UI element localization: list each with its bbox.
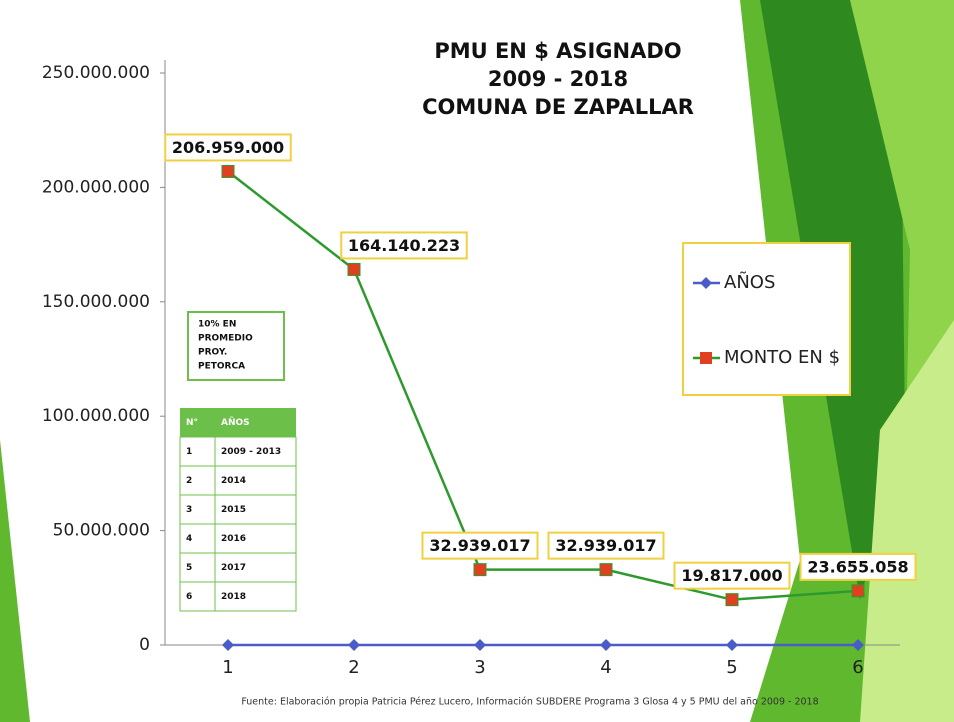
value-label: 164.140.223 xyxy=(348,236,460,255)
legend-marker xyxy=(700,277,712,289)
table-cell: 2009 - 2013 xyxy=(221,447,281,457)
table-header-cell: AÑOS xyxy=(221,417,250,428)
value-label-box xyxy=(164,133,292,162)
y-tick-label: 250.000.000 xyxy=(42,63,150,83)
table-cell: 2 xyxy=(186,476,192,486)
table-cell: 4 xyxy=(186,534,192,544)
x-tick-label: 5 xyxy=(726,657,737,678)
line xyxy=(227,170,859,601)
y-tick-label: 0 xyxy=(139,635,150,655)
value-label-box xyxy=(547,531,665,560)
table-cell: 2017 xyxy=(221,563,246,573)
point xyxy=(474,639,486,651)
source: Fuente: Elaboración propia Patricia Pére… xyxy=(241,697,818,708)
x-tick-label: 1 xyxy=(222,657,233,678)
point xyxy=(347,262,361,276)
table-cell: 2014 xyxy=(221,476,246,486)
point xyxy=(348,639,360,651)
y-tick-label: 100.000.000 xyxy=(42,406,150,426)
point xyxy=(599,563,613,577)
value-label-box xyxy=(799,552,917,581)
value-label: 23.655.058 xyxy=(807,557,908,576)
value-label: 19.817.000 xyxy=(681,566,782,585)
table-cell: 1 xyxy=(186,447,192,457)
annotation-box xyxy=(187,311,285,381)
point xyxy=(726,639,738,651)
point xyxy=(852,639,864,651)
legend-label: AÑOS xyxy=(724,271,775,293)
x-tick-label: 2 xyxy=(348,657,359,678)
point xyxy=(725,593,739,607)
annotation: PETORCA xyxy=(198,362,245,372)
legend xyxy=(682,242,851,396)
value-label: 32.939.017 xyxy=(429,536,530,555)
value-label: 206.959.000 xyxy=(172,138,284,157)
table-cell: 2018 xyxy=(221,592,246,602)
value-label-box xyxy=(673,561,791,590)
value-label: 32.939.017 xyxy=(555,536,656,555)
point xyxy=(473,563,487,577)
table-cell: 5 xyxy=(186,563,192,573)
annotation: PROY. xyxy=(198,348,227,358)
y-tick-label: 150.000.000 xyxy=(42,292,150,312)
y-tick-label: 50.000.000 xyxy=(53,521,150,541)
table-cell: 2016 xyxy=(221,534,246,544)
table-row xyxy=(179,552,297,583)
annotation: PROMEDIO xyxy=(198,334,253,344)
chart-title: 2009 - 2018 xyxy=(488,67,628,91)
table-header-cell: N° xyxy=(186,418,198,428)
x-tick-label: 6 xyxy=(852,657,863,678)
table-row xyxy=(179,436,297,467)
point xyxy=(851,584,865,598)
chart-title: COMUNA DE ZAPALLAR xyxy=(422,95,694,119)
x-tick-label: 3 xyxy=(474,657,485,678)
table-cell: 2015 xyxy=(221,505,246,515)
point xyxy=(222,639,234,651)
table-row xyxy=(179,523,297,554)
x-tick-label: 4 xyxy=(600,657,611,678)
value-label-box xyxy=(340,231,468,260)
table-row xyxy=(179,494,297,525)
legend-marker xyxy=(700,352,712,364)
y-tick-label: 200.000.000 xyxy=(42,177,150,197)
point xyxy=(600,639,612,651)
point xyxy=(221,164,235,178)
chart-title: PMU EN $ ASIGNADO xyxy=(434,39,681,63)
table-header xyxy=(180,408,296,437)
table-row xyxy=(179,581,297,612)
table-cell: 6 xyxy=(186,592,192,602)
annotation: 10% EN xyxy=(198,320,236,330)
legend-label: MONTO EN $ xyxy=(724,347,840,368)
table-cell: 3 xyxy=(186,505,192,515)
value-label-box xyxy=(421,531,539,560)
